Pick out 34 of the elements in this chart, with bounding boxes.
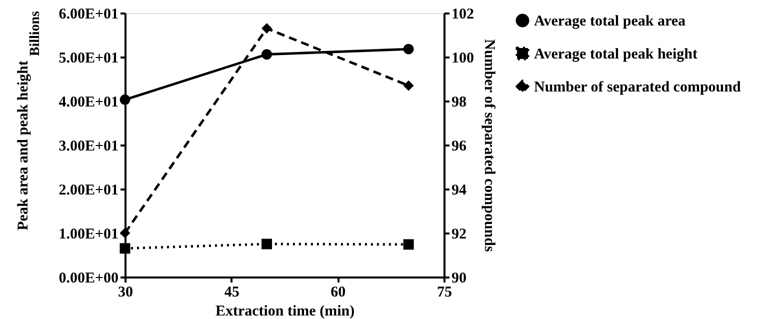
point <box>403 239 414 250</box>
point <box>120 243 130 254</box>
y-tick-label: 6.00E+01 <box>58 6 118 22</box>
y2-tick-label: 98 <box>452 94 466 110</box>
point <box>403 44 414 54</box>
y2-tick-label: 90 <box>452 270 466 286</box>
y2-tick-label: 92 <box>452 226 466 242</box>
point <box>262 238 272 250</box>
point <box>262 23 272 34</box>
y2-tick-label: 100 <box>452 50 474 66</box>
x-tick-label: 45 <box>224 284 240 300</box>
point <box>120 228 130 238</box>
y2-tick-label: 96 <box>452 138 467 154</box>
y-tick-label: 2.00E+01 <box>58 182 118 198</box>
y-tick-label: 0.00E+00 <box>58 270 118 286</box>
point <box>120 94 130 105</box>
x-axis-title: Extraction time (min) <box>215 304 355 319</box>
y2-tick-label: 102 <box>452 6 474 22</box>
legend-label: Number of separated compound <box>534 80 742 96</box>
y-tick-label: 3.00E+01 <box>58 138 118 154</box>
y-tick-label: 4.00E+01 <box>58 94 118 110</box>
y-tick-label: 5.00E+01 <box>58 50 118 66</box>
x-tick-label: 30 <box>118 284 133 300</box>
x-tick-label: 75 <box>437 284 452 300</box>
y-axis-title: Peak area and peak height <box>16 60 32 230</box>
y2-axis-title: Number of separated compounds <box>481 39 497 252</box>
point <box>403 80 414 91</box>
y2-tick-label: 94 <box>452 182 467 198</box>
y-tick-label: 1.00E+01 <box>58 226 118 242</box>
x-tick-label: 60 <box>330 284 346 300</box>
legend-label: Average total peak area <box>534 14 686 30</box>
legend-label: Average total peak height <box>534 46 698 62</box>
text: Billions <box>28 10 43 56</box>
point <box>262 49 272 60</box>
